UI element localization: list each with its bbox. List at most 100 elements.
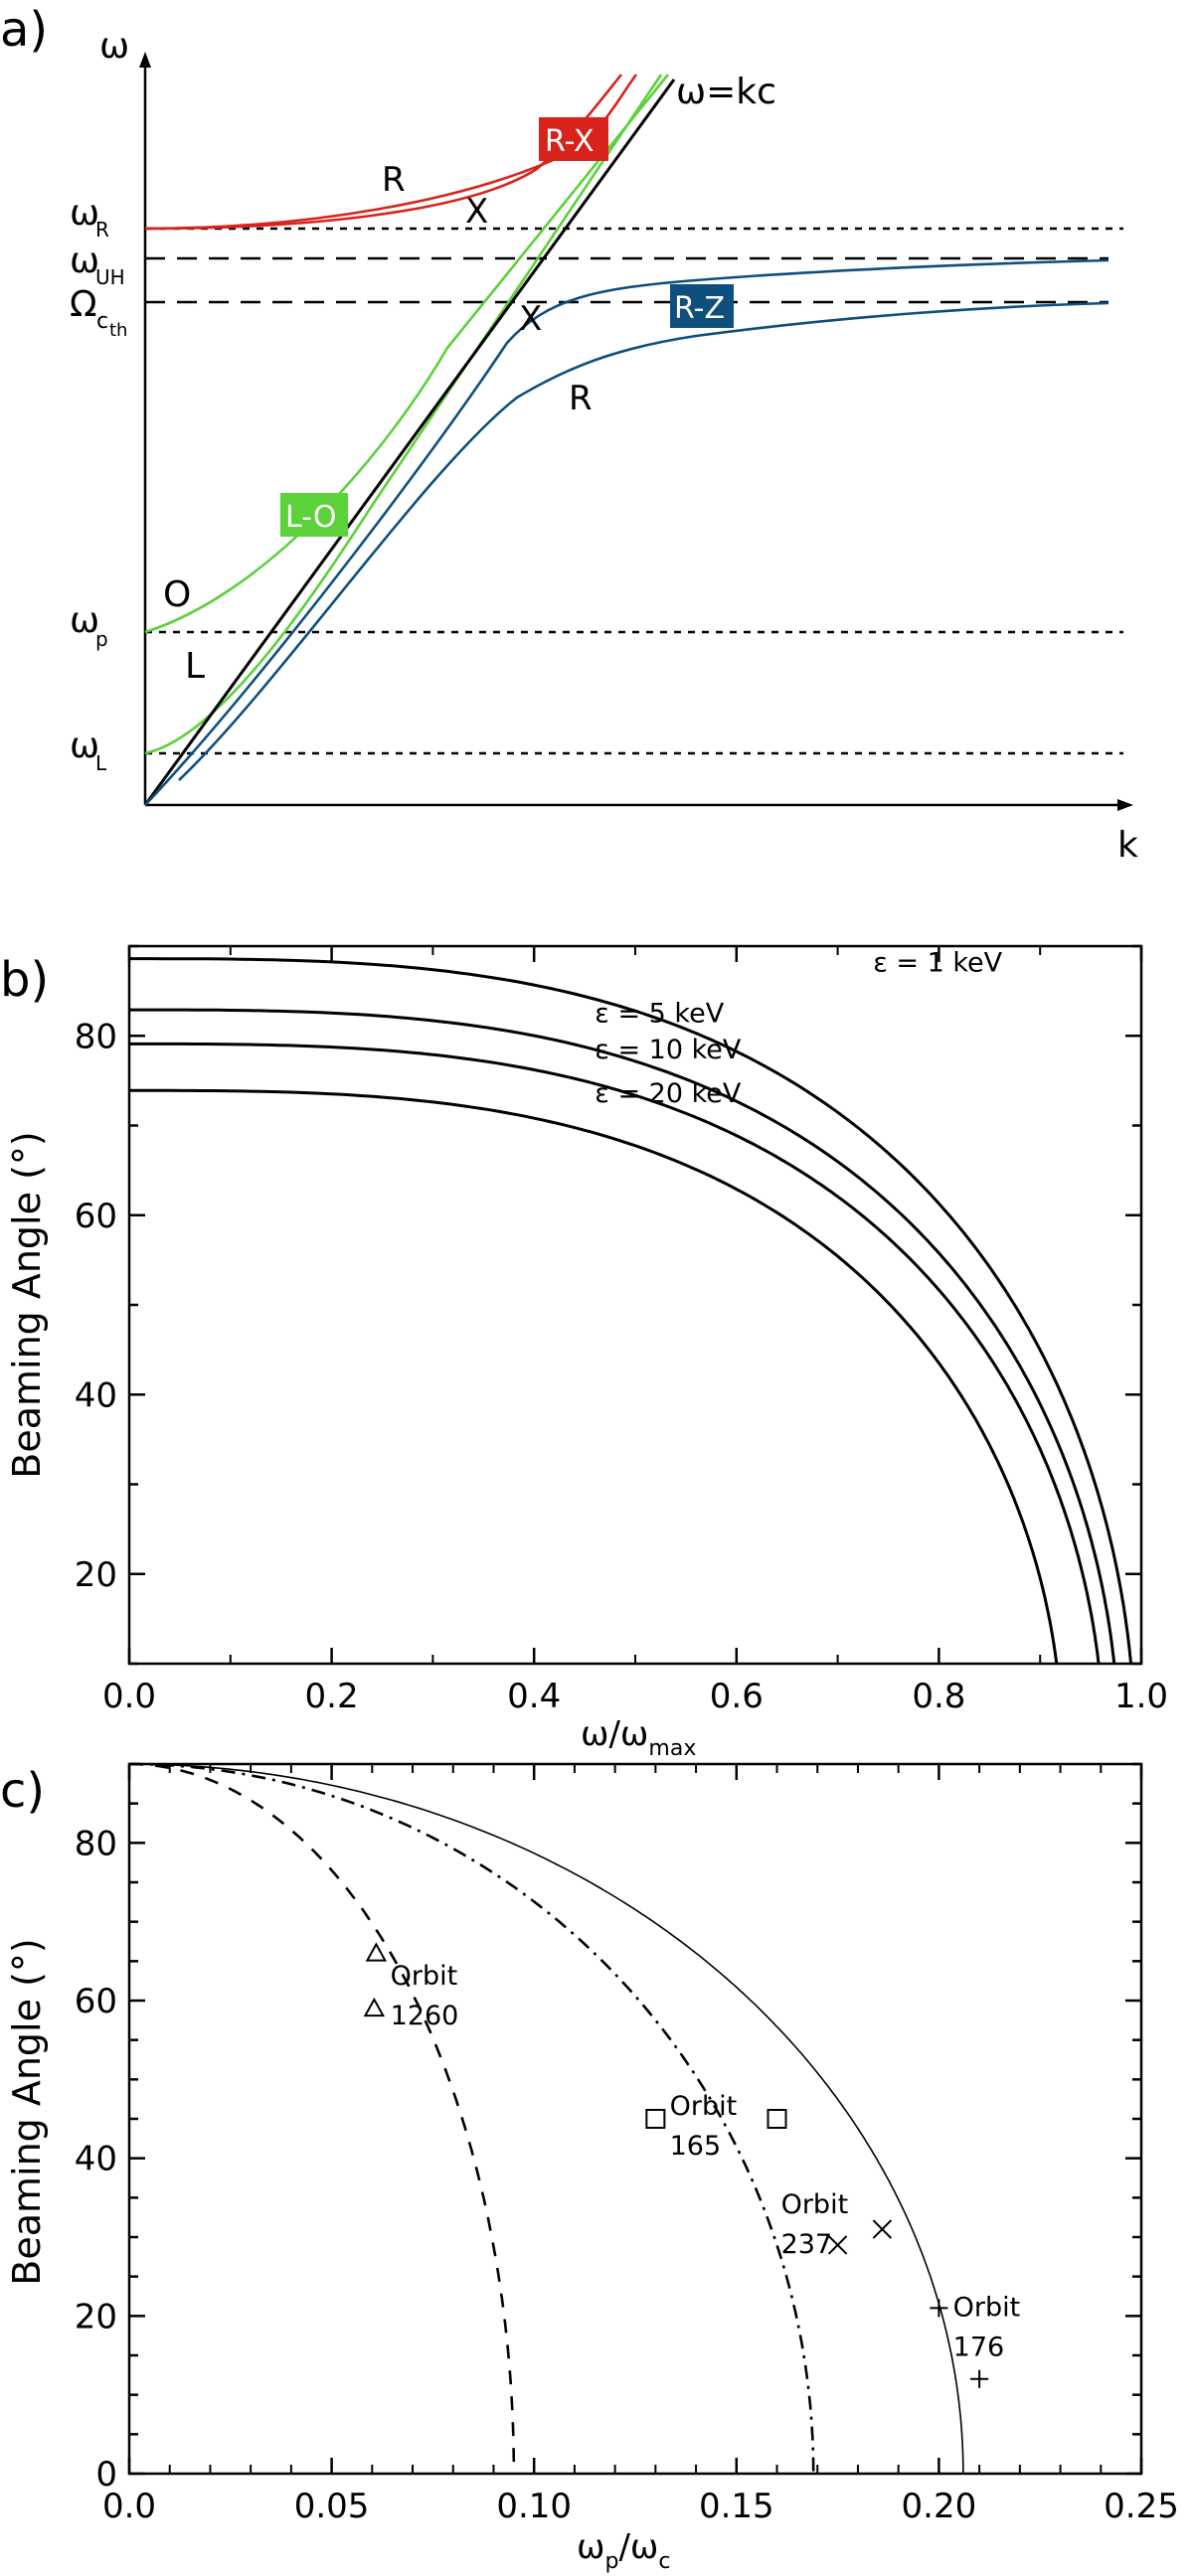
panel-b-series-label-5kev: ε = 5 keV (595, 999, 724, 1030)
panel-c-x-tick-label: 0.0 (102, 2487, 156, 2526)
curve-r-mode-lower (178, 301, 1109, 781)
level-label-omega-cth: Ω c th (70, 284, 127, 341)
panel-a-y-arrow-icon (139, 52, 151, 68)
level-label-omega-l: ω L (70, 725, 107, 775)
panel-b-series-label-1kev: ε = 1 keV (873, 947, 1002, 978)
orbit-label-1260: Orbit (391, 1961, 458, 1992)
svg-text:UH: UH (95, 265, 125, 289)
orbit-number-176: 176 (953, 2332, 1005, 2362)
light-line-omega-kc (143, 79, 676, 806)
orbit-label-165: Orbit (670, 2091, 738, 2122)
orbit-label-176: Orbit (953, 2292, 1021, 2323)
panel-b-curve-10kev (129, 1042, 1101, 1665)
panel-a-label: a) (0, 2, 48, 58)
mode-label-x-lower: X (519, 299, 542, 339)
curve-x-mode-lower (144, 258, 1109, 806)
panel-b-label: b) (0, 952, 49, 1008)
cross-marker (827, 2235, 848, 2255)
panel-b-series-label-10kev: ε = 10 keV (595, 1035, 742, 1065)
orbit-number-237: 237 (781, 2229, 833, 2260)
panel-c-label: c) (0, 1763, 45, 1819)
svg-text:Ω: Ω (70, 284, 97, 325)
panel-b-y-tick-label: 20 (75, 1555, 117, 1595)
svg-text:R: R (95, 218, 109, 242)
mode-label-l: L (185, 646, 205, 687)
curve-x-mode-upper (144, 74, 623, 231)
panel-c-y-tick-label: 60 (75, 1982, 117, 2021)
orbit-label-237: Orbit (781, 2189, 849, 2220)
panel-a-x-label: k (1117, 825, 1138, 866)
panel-c-y-tick-label: 0 (95, 2455, 117, 2495)
panel-b-x-tick-label: 0.4 (507, 1677, 561, 1716)
mode-box-l-o: L-O (280, 493, 348, 537)
svg-text:ω: ω (70, 241, 99, 281)
panel-c-x-label: ωp/ωc (577, 2527, 671, 2574)
panel-c-frame (127, 1762, 1143, 2476)
svg-text:p: p (95, 627, 108, 651)
panel-b-x-tick-label: 0.0 (102, 1677, 156, 1716)
cross-marker (872, 2219, 893, 2239)
panel-c-y-tick-label: 80 (75, 1824, 117, 1863)
mode-label-x-upper: X (465, 192, 488, 232)
orbit-number-1260: 1260 (391, 2001, 459, 2031)
panel-b-x-label: ω/ωmax (581, 1714, 696, 1761)
panel-c-curve-dashed (129, 1762, 516, 2474)
panel-b-curve-5kev (129, 1008, 1116, 1665)
panel-c-curves (129, 1762, 964, 2474)
panel-b-curves (129, 957, 1133, 1665)
panel-c-curve-dashdot (129, 1762, 815, 2474)
panel-c-x-tick-label: 0.15 (699, 2487, 774, 2526)
panel-a-light-line-label: ω=kc (676, 72, 776, 112)
panel-c-x-tick-label: 0.10 (496, 2487, 572, 2526)
svg-text:c: c (96, 309, 108, 334)
level-label-omega-p: ω p (70, 600, 108, 651)
panel-c-x-tick-label: 0.25 (1104, 2487, 1179, 2526)
panel-c-curve-solid (129, 1763, 964, 2474)
mode-box-r-x: R-X (539, 117, 608, 161)
square-marker (645, 2109, 666, 2129)
level-label-omega-uh: ω UH (70, 241, 125, 289)
svg-text:ω: ω (70, 193, 99, 234)
panel-c-x-tick-label: 0.05 (294, 2487, 370, 2526)
svg-text:ω: ω (70, 600, 99, 641)
mode-label-o: O (163, 574, 191, 615)
square-marker (767, 2109, 787, 2129)
svg-text:L-O: L-O (285, 500, 336, 535)
panel-b-x-tick-label: 0.8 (912, 1677, 965, 1716)
plus-marker (930, 2299, 948, 2318)
panel-b-x-tick-label: 1.0 (1114, 1677, 1168, 1716)
panel-c-observation-markers: Orbit 1260 Orbit 165 Orbit 237 Orbit 176 (363, 1942, 1021, 2388)
panel-a-x-arrow-icon (1117, 799, 1133, 811)
panel-b-y-label: Beaming Angle (°) (5, 1131, 49, 1478)
curve-r-mode-upper (144, 74, 638, 231)
panel-a-y-label: ω (99, 26, 129, 67)
panel-b-ticks: 0.0 0.2 0.4 0.6 0.8 1.0 20 40 60 80 (75, 944, 1168, 1716)
panel-b-curve-20kev (129, 1088, 1059, 1665)
triangle-marker (365, 1942, 388, 1962)
orbit-number-165: 165 (670, 2131, 722, 2162)
panel-b-series-labels: ε = 1 keV ε = 5 keV ε = 10 keV ε = 20 keV (595, 947, 1002, 1109)
panel-c-y-tick-label: 40 (75, 2140, 117, 2179)
panel-b-y-tick-label: 60 (75, 1197, 117, 1236)
level-label-omega-r: ω R (70, 193, 109, 242)
svg-text:R-X: R-X (545, 124, 595, 159)
panel-c-ticks: 0.0 0.05 0.10 0.15 0.20 0.25 0 20 40 60 80 (75, 1762, 1179, 2526)
mode-box-r-z: R-Z (670, 284, 734, 328)
mode-label-r-lower: R (569, 379, 593, 418)
panel-c-y-tick-label: 20 (75, 2297, 117, 2336)
mode-label-r-upper: R (382, 160, 406, 200)
panel-b-curve-1kev (129, 957, 1133, 1665)
svg-text:R-Z: R-Z (674, 291, 725, 326)
panel-b-y-tick-label: 40 (75, 1375, 117, 1415)
curve-l-mode (144, 74, 663, 755)
panel-c-beaming-angle-vs-plasma-ratio: c) 0.0 0.05 0.10 0.15 0.20 0.25 0 20 40 60 80 Orbi… (0, 1762, 1179, 2574)
triangle-marker (363, 1997, 386, 2017)
svg-text:th: th (109, 320, 127, 341)
plus-marker (970, 2369, 989, 2388)
panel-b-y-tick-label: 80 (75, 1017, 117, 1056)
panel-c-x-tick-label: 0.20 (902, 2487, 977, 2526)
panel-b-x-tick-label: 0.2 (305, 1677, 359, 1716)
panel-a-dispersion-diagram: a) ω k ω=kc ω R ω UH Ω c th ω p (0, 2, 1138, 866)
panel-b-series-label-20kev: ε = 20 keV (595, 1078, 742, 1109)
